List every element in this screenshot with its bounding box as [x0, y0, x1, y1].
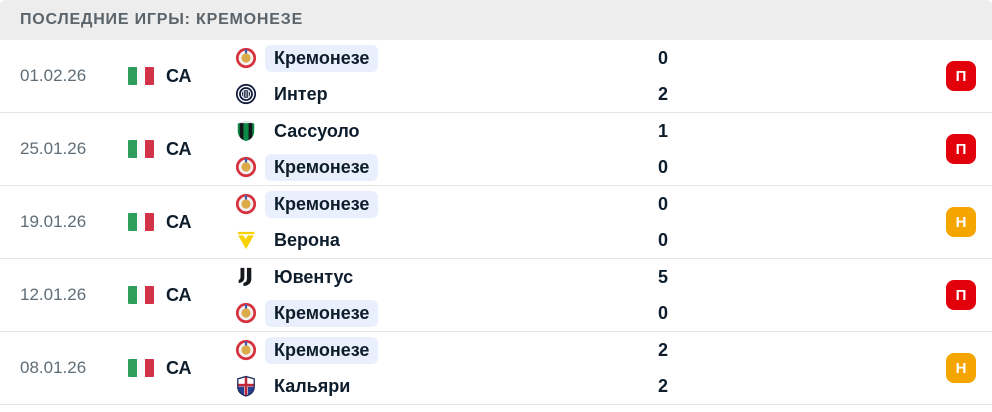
- result-badge: П: [946, 134, 976, 164]
- league-label: СА: [166, 284, 192, 305]
- home-team-line: Кремонезе 0: [235, 40, 693, 76]
- match-row[interactable]: 08.01.26 СА Кремонезе 2 Кальяри 2 Н: [0, 332, 992, 405]
- away-team-line: Кальяри 2: [235, 368, 693, 404]
- italy-flag-icon: [128, 213, 154, 231]
- away-score: 0: [657, 302, 668, 323]
- home-team-line: Кремонезе 2: [235, 332, 693, 368]
- italy-flag-icon: [128, 67, 154, 85]
- italy-flag-icon: [128, 140, 154, 158]
- match-row[interactable]: 19.01.26 СА Кремонезе 0 Верона 0 Н: [0, 186, 992, 259]
- away-score: 2: [657, 83, 668, 104]
- away-team-line: Верона 0: [235, 222, 693, 258]
- league-cell: СА: [128, 285, 235, 306]
- home-team-line: Сассуоло 1: [235, 113, 693, 149]
- teams-scores: Кремонезе 2 Кальяри 2: [235, 332, 693, 404]
- away-team-name: Кремонезе: [265, 153, 379, 181]
- cremonese-logo-icon: [235, 156, 257, 178]
- league-label: СА: [166, 65, 192, 86]
- home-score: 1: [657, 120, 668, 141]
- home-team-name: Кремонезе: [265, 44, 379, 72]
- league-label: СА: [166, 357, 192, 378]
- juventus-logo-icon: [235, 266, 257, 288]
- result-badge: Н: [946, 207, 976, 237]
- match-date: 19.01.26: [20, 212, 87, 231]
- league-label: СА: [166, 138, 192, 159]
- section-header: ПОСЛЕДНИЕ ИГРЫ: КРЕМОНЕЗЕ: [0, 0, 992, 40]
- match-row[interactable]: 12.01.26 СА Ювентус 5 Кремонезе 0 П: [0, 259, 992, 332]
- home-score: 0: [657, 193, 668, 214]
- cremonese-logo-icon: [235, 47, 257, 69]
- result-badge: Н: [946, 353, 976, 383]
- home-score: 5: [657, 266, 668, 287]
- away-score: 2: [657, 375, 668, 396]
- result-badge: П: [946, 280, 976, 310]
- home-team-line: Ювентус 5: [235, 259, 693, 295]
- section-title: ПОСЛЕДНИЕ ИГРЫ: КРЕМОНЕЗЕ: [20, 11, 304, 28]
- match-date: 08.01.26: [20, 358, 87, 377]
- home-team-name: Ювентус: [274, 266, 354, 287]
- away-team-name: Верона: [274, 229, 340, 250]
- league-label: СА: [166, 211, 192, 232]
- league-cell: СА: [128, 66, 235, 87]
- match-date: 12.01.26: [20, 285, 87, 304]
- cremonese-logo-icon: [235, 302, 257, 324]
- league-cell: СА: [128, 139, 235, 160]
- verona-logo-icon: [235, 229, 257, 251]
- match-date: 01.02.26: [20, 66, 87, 85]
- away-team-name: Интер: [274, 83, 328, 104]
- league-cell: СА: [128, 358, 235, 379]
- teams-scores: Кремонезе 0 Верона 0: [235, 186, 693, 258]
- home-score: 0: [657, 47, 668, 68]
- away-score: 0: [657, 229, 668, 250]
- home-team-name: Кремонезе: [265, 336, 379, 364]
- sassuolo-logo-icon: [235, 120, 257, 142]
- home-team-name: Кремонезе: [265, 190, 379, 218]
- cremonese-logo-icon: [235, 339, 257, 361]
- match-date: 25.01.26: [20, 139, 87, 158]
- italy-flag-icon: [128, 286, 154, 304]
- result-badge: П: [946, 61, 976, 91]
- away-team-line: Кремонезе 0: [235, 295, 693, 331]
- league-cell: СА: [128, 212, 235, 233]
- home-team-line: Кремонезе 0: [235, 186, 693, 222]
- away-team-name: Кремонезе: [265, 299, 379, 327]
- inter-logo-icon: [235, 83, 257, 105]
- home-team-name: Сассуоло: [274, 120, 360, 141]
- match-row[interactable]: 01.02.26 СА Кремонезе 0 Интер 2 П: [0, 40, 992, 113]
- away-team-name: Кальяри: [274, 375, 351, 396]
- cagliari-logo-icon: [235, 375, 257, 397]
- italy-flag-icon: [128, 359, 154, 377]
- home-score: 2: [657, 339, 668, 360]
- teams-scores: Кремонезе 0 Интер 2: [235, 40, 693, 112]
- away-team-line: Кремонезе 0: [235, 149, 693, 185]
- away-score: 0: [657, 156, 668, 177]
- teams-scores: Сассуоло 1 Кремонезе 0: [235, 113, 693, 185]
- teams-scores: Ювентус 5 Кремонезе 0: [235, 259, 693, 331]
- cremonese-logo-icon: [235, 193, 257, 215]
- match-row[interactable]: 25.01.26 СА Сассуоло 1 Кремонезе 0 П: [0, 113, 992, 186]
- away-team-line: Интер 2: [235, 76, 693, 112]
